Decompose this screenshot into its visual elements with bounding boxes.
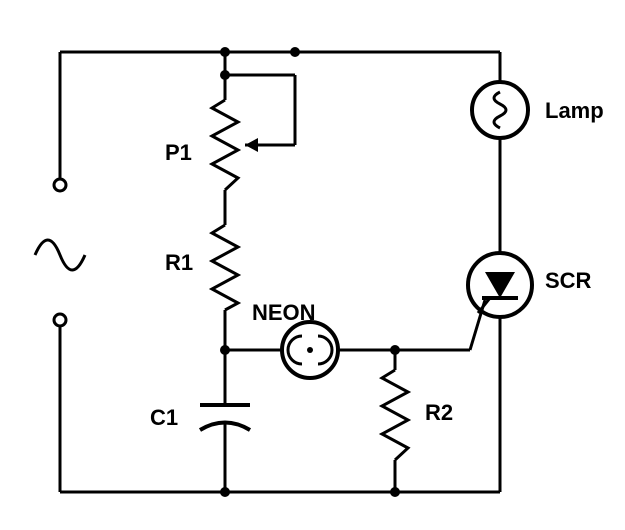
- node-top-p1: [220, 47, 230, 57]
- terminal-input-top: [54, 179, 66, 191]
- lamp-circle: [472, 82, 528, 138]
- node-bottom-r2: [390, 487, 400, 497]
- circuit-canvas: P1 R1 NEON C1 R2 SCR Lamp: [0, 0, 625, 530]
- resistor-r1: [212, 225, 238, 310]
- node-neon-right: [390, 345, 400, 355]
- potentiometer-wiper-arrow: [245, 138, 258, 152]
- label-r1: R1: [165, 250, 193, 276]
- label-lamp: Lamp: [545, 98, 604, 124]
- neon-dot: [307, 347, 313, 353]
- ac-source-symbol: [35, 240, 85, 270]
- neon-electrode-right: [318, 336, 332, 364]
- node-bottom-c1: [220, 487, 230, 497]
- label-neon: NEON: [252, 300, 316, 326]
- label-c1: C1: [150, 405, 178, 431]
- node-neon-left: [220, 345, 230, 355]
- potentiometer-body: [212, 100, 238, 190]
- circuit-svg: [0, 0, 625, 530]
- scr-triangle: [485, 272, 515, 298]
- lamp-filament: [494, 92, 506, 128]
- resistor-r2: [382, 370, 408, 460]
- terminal-input-bottom: [54, 314, 66, 326]
- neon-electrode-left: [288, 336, 302, 364]
- node-p1-tap: [220, 70, 230, 80]
- node-top-wiper: [290, 47, 300, 57]
- label-p1: P1: [165, 140, 192, 166]
- label-r2: R2: [425, 400, 453, 426]
- label-scr: SCR: [545, 268, 591, 294]
